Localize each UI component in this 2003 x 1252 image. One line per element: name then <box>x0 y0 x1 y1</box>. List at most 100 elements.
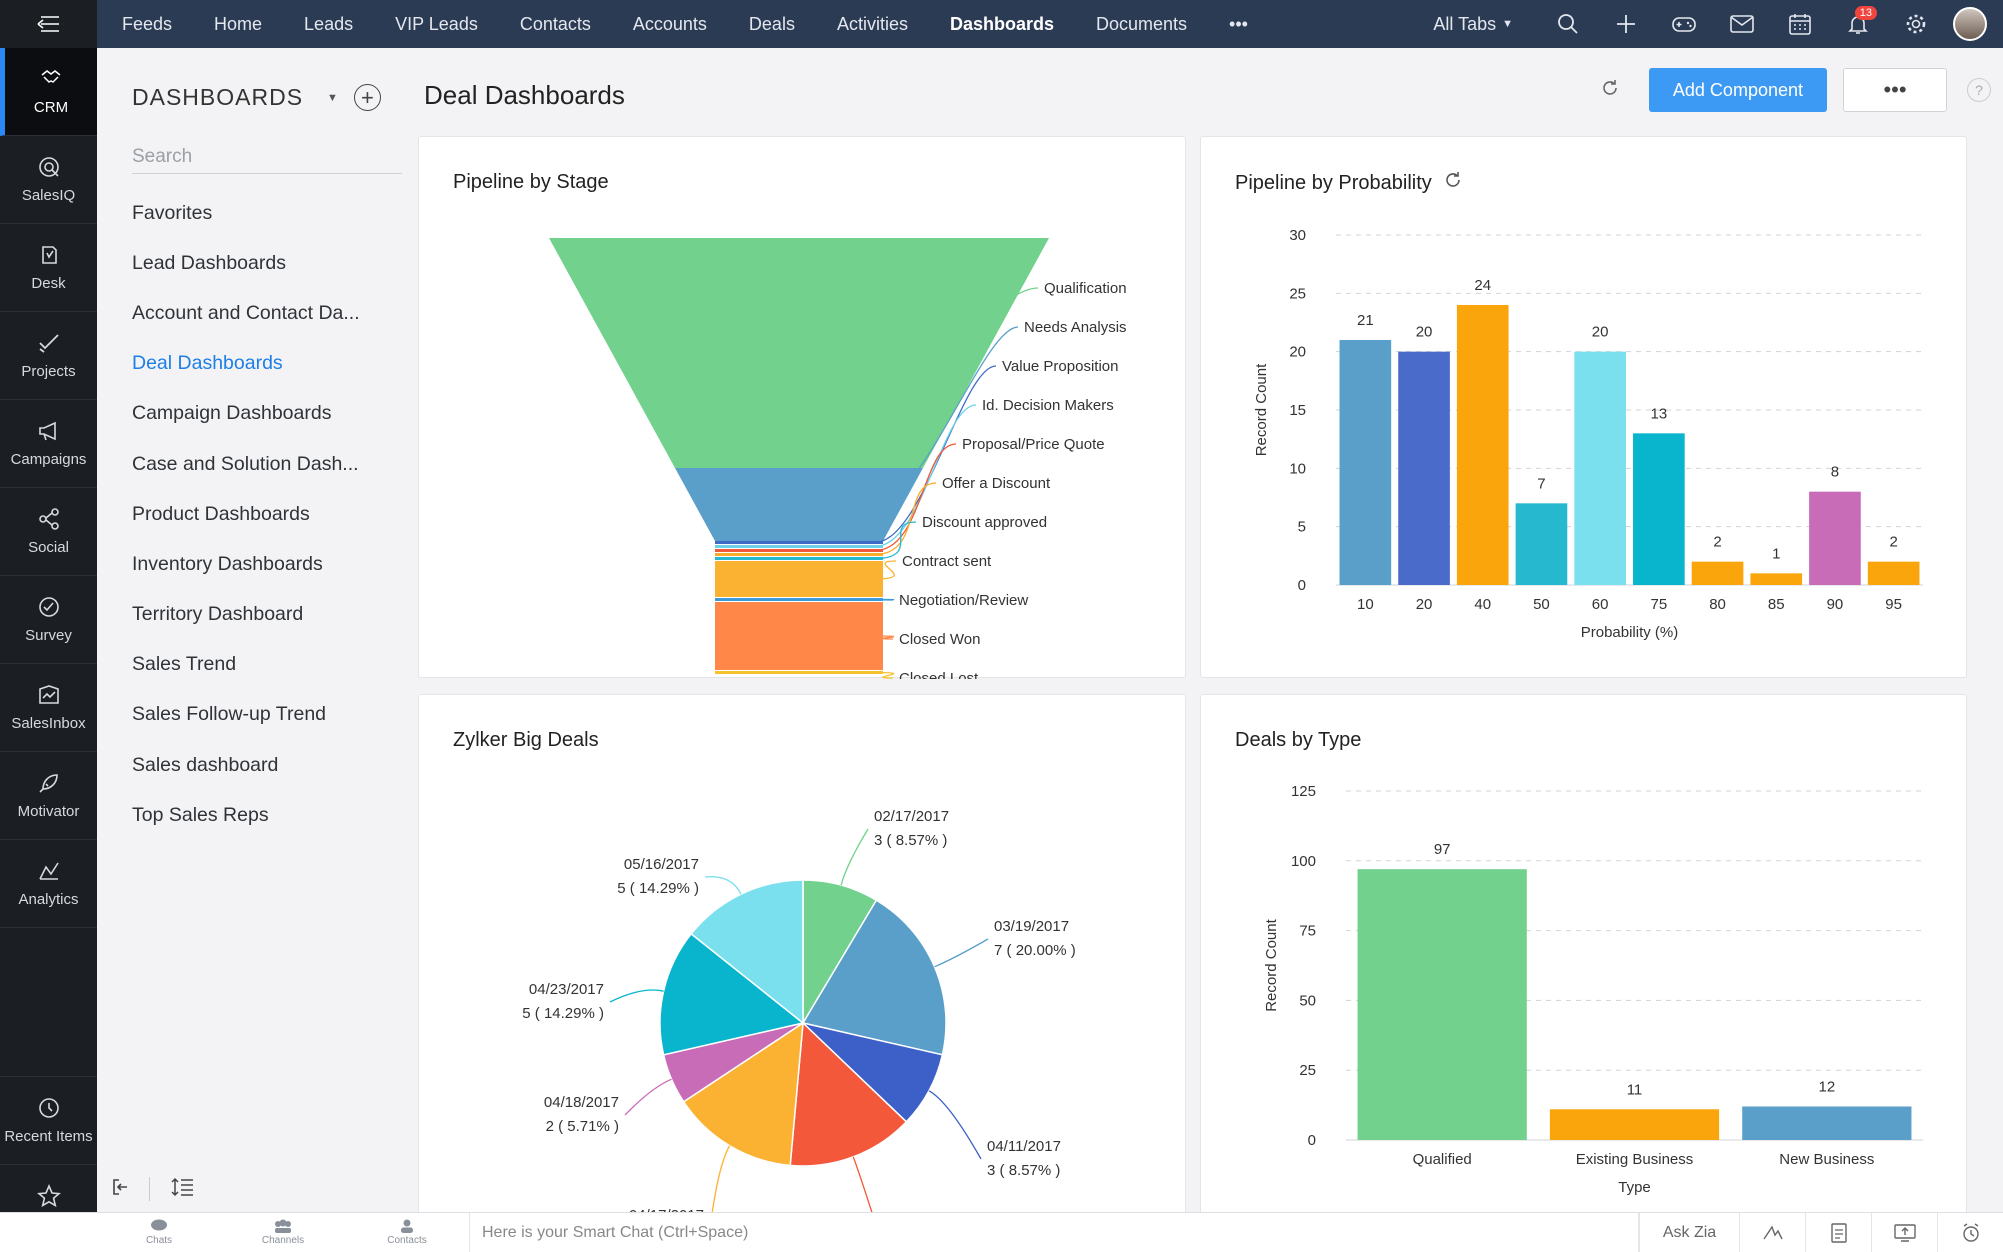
card-title: Pipeline by Stage <box>453 171 609 193</box>
search-icon[interactable] <box>1539 0 1597 48</box>
funnel-connector <box>874 482 937 556</box>
collapse-sidebar-icon[interactable] <box>111 1178 129 1201</box>
mail-icon[interactable] <box>1713 0 1771 48</box>
refresh-icon[interactable] <box>1601 79 1619 102</box>
help-icon[interactable]: ? <box>1967 78 1991 102</box>
pie-date-label: 03/19/2017 <box>994 918 1069 935</box>
tab-deals[interactable]: Deals <box>748 13 795 34</box>
analytics-icon <box>38 862 59 880</box>
check-circle-icon <box>38 597 59 617</box>
x-tick-label: 75 <box>1651 596 1668 613</box>
sidebar-item[interactable]: Campaign Dashboards <box>132 402 332 425</box>
calendar-icon[interactable] <box>1771 0 1829 48</box>
alarm-clock-icon[interactable] <box>1937 1212 2003 1252</box>
rail-item-campaigns[interactable]: Campaigns <box>0 400 97 488</box>
more-options-button[interactable]: ••• <box>1843 68 1947 112</box>
smart-chat-input[interactable]: Here is your Smart Chat (Ctrl+Space) <box>469 1212 1639 1252</box>
pie-percent: 8.57% <box>1009 1162 1052 1179</box>
data-label: 21 <box>1357 312 1374 329</box>
pie-value-label: 3 ( 8.57% ) <box>987 1162 1060 1179</box>
zia-icon[interactable] <box>1739 1212 1805 1252</box>
tab-activities[interactable]: Activities <box>836 13 908 34</box>
sidebar-item[interactable]: Product Dashboards <box>132 502 310 525</box>
sidebar-item[interactable]: Top Sales Reps <box>132 803 269 826</box>
rail-item-salesiq[interactable]: SalesIQ <box>0 136 97 224</box>
sidebar-item[interactable]: Territory Dashboard <box>132 603 304 626</box>
sidebar-item[interactable]: Sales Trend <box>132 653 237 676</box>
rail-item-analytics[interactable]: Analytics <box>0 840 97 928</box>
rail-item-projects[interactable]: Projects <box>0 312 97 400</box>
tab-documents[interactable]: Documents <box>1096 13 1188 34</box>
avatar[interactable] <box>1953 7 1987 41</box>
rail-item-social[interactable]: Social <box>0 488 97 576</box>
gamepad-icon[interactable] <box>1655 0 1713 48</box>
zylker-big-deals-card: Zylker Big Deals 02/17/2017 3 ( 8.57% ) 03… <box>418 694 1186 1252</box>
pie-paren-close: ) <box>690 880 699 897</box>
chats-button[interactable]: Chats <box>97 1213 221 1252</box>
hamburger-icon[interactable] <box>0 0 97 48</box>
sidebar-item[interactable]: Account and Contact Da... <box>132 301 360 324</box>
channels-button[interactable]: Channels <box>221 1213 345 1252</box>
pie-connector <box>934 938 989 968</box>
sidebar-item[interactable]: Lead Dashboards <box>132 251 286 274</box>
sidebar-search-input[interactable] <box>132 140 402 174</box>
tab-dashboards[interactable]: Dashboards <box>949 13 1054 34</box>
sidebar-item[interactable]: Deal Dashboards <box>132 352 283 375</box>
contacts-button[interactable]: Contacts <box>345 1213 469 1252</box>
sidebar-item[interactable]: Sales dashboard <box>132 753 279 776</box>
pie-slice <box>690 879 804 1025</box>
screen-share-icon[interactable] <box>1871 1212 1937 1252</box>
rail-item-recent-items[interactable]: Recent Items <box>0 1076 97 1164</box>
add-dashboard-icon[interactable]: + <box>353 84 381 111</box>
tab-leads[interactable]: Leads <box>304 13 354 34</box>
pipeline-by-stage-card: Pipeline by Stage Qualification Needs Ana… <box>418 136 1186 679</box>
rail-item-label: SalesInbox <box>11 715 86 732</box>
pie-paren-open: ( <box>995 1162 1008 1179</box>
sidebar-item[interactable]: Case and Solution Dash... <box>132 452 359 475</box>
bar <box>1456 305 1509 585</box>
inbox-chart-icon <box>38 685 59 704</box>
sidebar-item[interactable]: Inventory Dashboards <box>132 552 323 575</box>
refresh-icon[interactable] <box>1444 171 1462 195</box>
reorder-list-icon[interactable] <box>170 1177 194 1202</box>
pie-value-label: 7 ( 20.00% ) <box>994 942 1076 959</box>
plus-icon[interactable] <box>1597 0 1655 48</box>
pie-value-label: 5 ( 14.29% ) <box>617 880 699 897</box>
notes-icon[interactable] <box>1805 1212 1871 1252</box>
rail-item-desk[interactable]: Desk <box>0 224 97 312</box>
deals-by-type-card: Deals by Type 0 25 50 75 100 125 97 Qualified 11… <box>1200 694 1967 1252</box>
gear-icon[interactable] <box>1887 0 1945 48</box>
tab-vip-leads[interactable]: VIP Leads <box>395 13 478 34</box>
rail-item-motivator[interactable]: Motivator <box>0 752 97 840</box>
data-label: 1 <box>1772 545 1780 562</box>
data-label: 12 <box>1818 1078 1835 1095</box>
pie-connector <box>928 1090 982 1160</box>
tab-home[interactable]: Home <box>214 13 263 34</box>
rail-item-salesinbox[interactable]: SalesInbox <box>0 664 97 752</box>
pie-paren-open: ( <box>882 832 895 849</box>
left-rail: CRM SalesIQ Desk Projects Campaigns Social Sur… <box>0 0 97 1252</box>
x-tick-label: 50 <box>1533 596 1550 613</box>
chevron-down-icon[interactable]: ▼ <box>327 91 338 104</box>
add-component-button[interactable]: Add Component <box>1648 68 1827 112</box>
sidebar-item[interactable]: Favorites <box>132 201 213 224</box>
ask-zia-button[interactable]: Ask Zia <box>1639 1212 1739 1252</box>
tab-accounts[interactable]: Accounts <box>632 13 707 34</box>
tab-contacts[interactable]: Contacts <box>519 13 591 34</box>
y-tick-label: 15 <box>1289 402 1306 419</box>
pie-slice <box>801 899 947 1056</box>
rail-item-survey[interactable]: Survey <box>0 576 97 664</box>
contacts-label: Contacts <box>387 1235 427 1246</box>
funnel-connector <box>874 671 895 679</box>
y-tick-label: 25 <box>1289 285 1306 302</box>
more-tabs-button[interactable]: ••• <box>1229 13 1248 34</box>
tab-feeds[interactable]: Feeds <box>122 13 173 34</box>
bell-icon[interactable]: 13 <box>1829 0 1887 48</box>
data-label: 7 <box>1537 475 1545 492</box>
pie-connector <box>609 989 664 1003</box>
all-tabs-dropdown[interactable]: All Tabs ▼ <box>1412 0 1539 48</box>
data-label: 97 <box>1434 841 1451 858</box>
sidebar-item[interactable]: Sales Follow-up Trend <box>132 703 327 726</box>
bar <box>1742 1106 1912 1140</box>
rail-item-crm[interactable]: CRM <box>0 48 97 136</box>
